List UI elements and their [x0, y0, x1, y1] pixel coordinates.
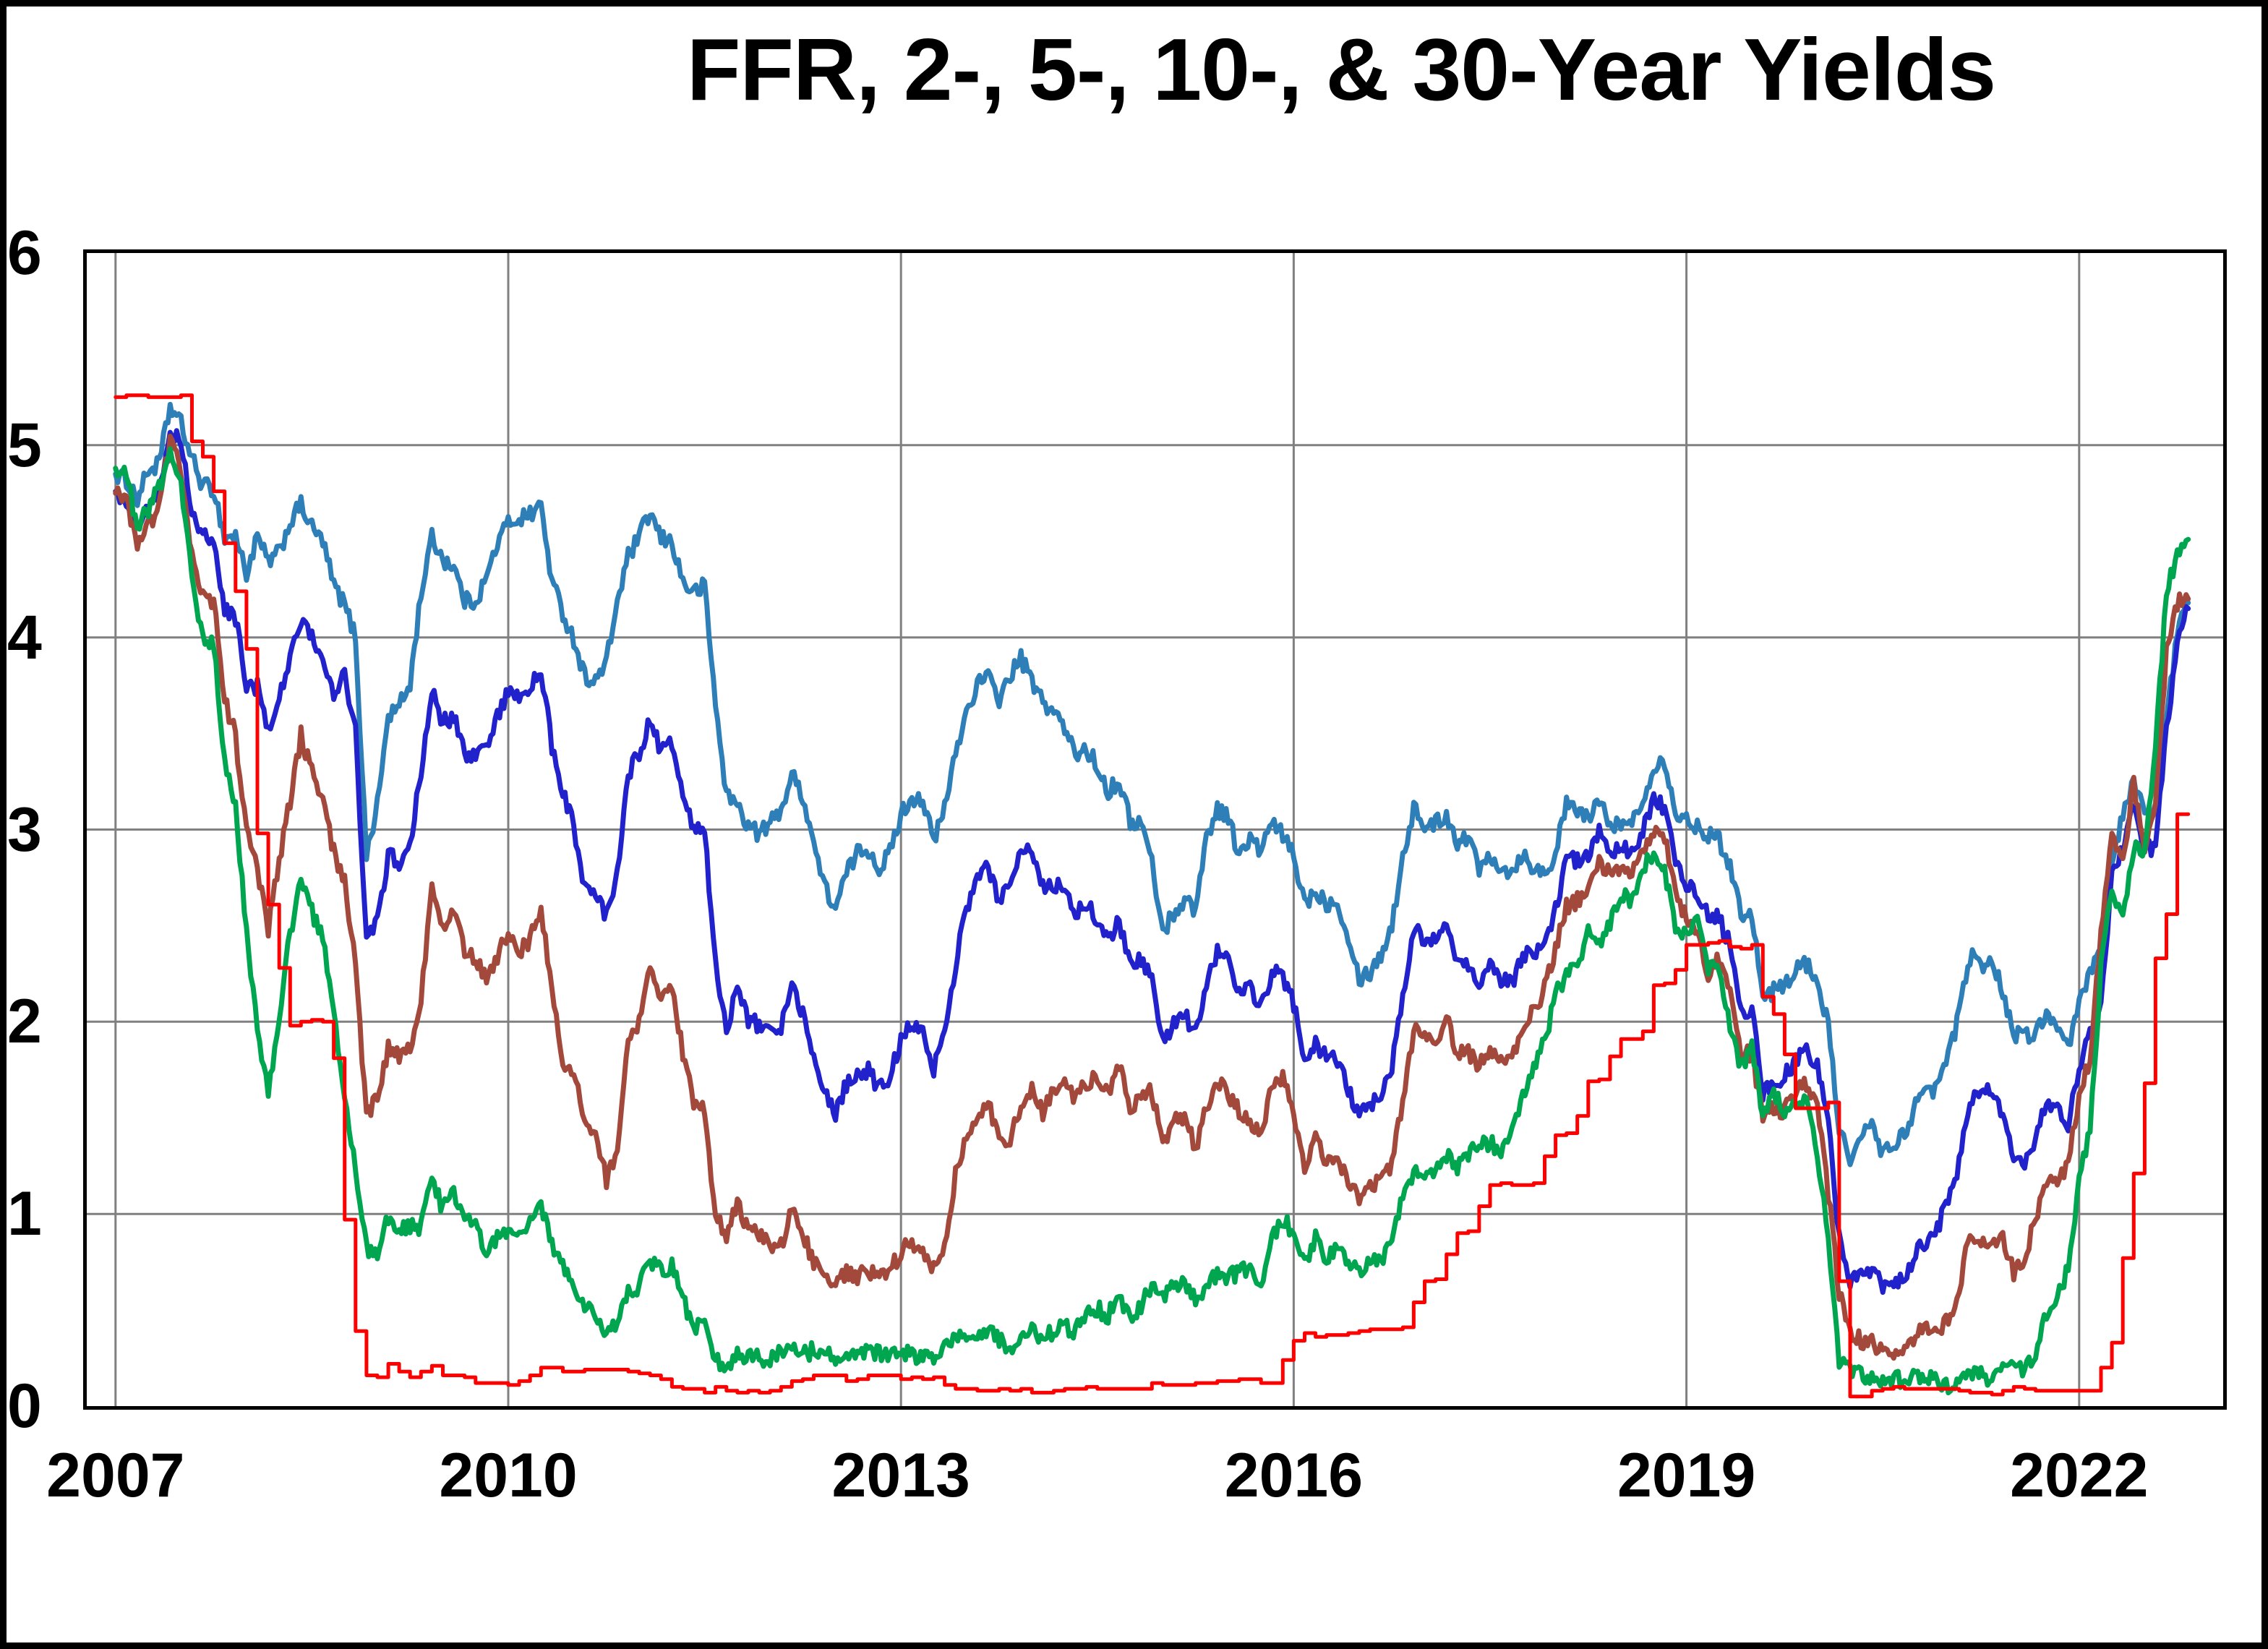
x-tick-label: 2010: [439, 1441, 578, 1510]
series-line-ffr: [114, 393, 2191, 1399]
chart-title: FFR, 2-, 5-, 10-, & 30-Year Yields: [686, 20, 1996, 119]
plot-area: [83, 249, 2227, 1410]
x-tick-label: 2007: [46, 1441, 185, 1510]
series-line-10-year: [113, 428, 2191, 1295]
series-line-5-year: [113, 434, 2191, 1361]
x-tick-label: 2019: [1617, 1441, 1756, 1510]
series-line-2-year: [113, 446, 2191, 1396]
y-tick-label: 5: [7, 410, 42, 480]
x-axis-labels: 2007 2010 2013 2016 2019 2022: [0, 1440, 2268, 1520]
series-line-30-year: [113, 401, 2191, 1168]
y-tick-label: 3: [7, 794, 42, 865]
y-tick-label: 0: [7, 1371, 42, 1441]
x-tick-label: 2022: [2010, 1441, 2149, 1510]
x-tick-label: 2016: [1224, 1441, 1364, 1510]
x-tick-label: 2013: [831, 1441, 970, 1510]
plot-svg: [87, 253, 2223, 1406]
y-tick-label: 1: [7, 1179, 42, 1249]
y-axis-labels: 0 1 2 3 4 5 6: [0, 0, 94, 1649]
y-tick-label: 6: [7, 218, 42, 288]
y-tick-label: 2: [7, 987, 42, 1057]
y-tick-label: 4: [7, 602, 42, 672]
